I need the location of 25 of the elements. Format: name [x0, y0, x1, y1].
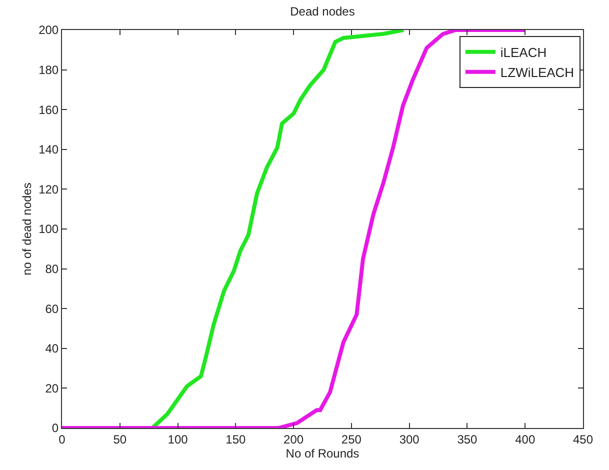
x-axis-title: No of Rounds — [286, 446, 360, 460]
x-tick-label: 300 — [399, 432, 420, 446]
legend-label: iLEACH — [500, 44, 547, 60]
x-tick-label: 450 — [572, 432, 594, 446]
y-tick-label: 180 — [38, 63, 59, 77]
x-tick-label: 250 — [341, 432, 362, 446]
y-tick-label: 140 — [38, 142, 59, 157]
y-tick-label: 20 — [45, 381, 59, 396]
y-tick-label: 120 — [38, 182, 59, 196]
y-tick-label: 40 — [45, 342, 59, 356]
x-tick-label: 400 — [515, 432, 536, 446]
y-axis-title: no of dead nodes — [20, 182, 34, 276]
y-tick-label: 60 — [45, 302, 59, 316]
chart-title: Dead nodes — [290, 4, 355, 18]
x-tick-label: 350 — [457, 432, 478, 446]
y-tick-label: 160 — [38, 102, 59, 117]
x-tick-label: 150 — [226, 432, 246, 446]
x-tick-label: 200 — [284, 432, 304, 446]
y-tick-label: 100 — [38, 222, 59, 236]
x-tick-label: 50 — [113, 432, 127, 446]
y-tick-label: 200 — [38, 23, 59, 38]
y-tick-label: 80 — [45, 262, 59, 276]
legend-label: LZWiLEACH — [500, 64, 574, 80]
x-tick-label: 100 — [168, 432, 188, 446]
y-tick-label: 0 — [52, 421, 59, 436]
